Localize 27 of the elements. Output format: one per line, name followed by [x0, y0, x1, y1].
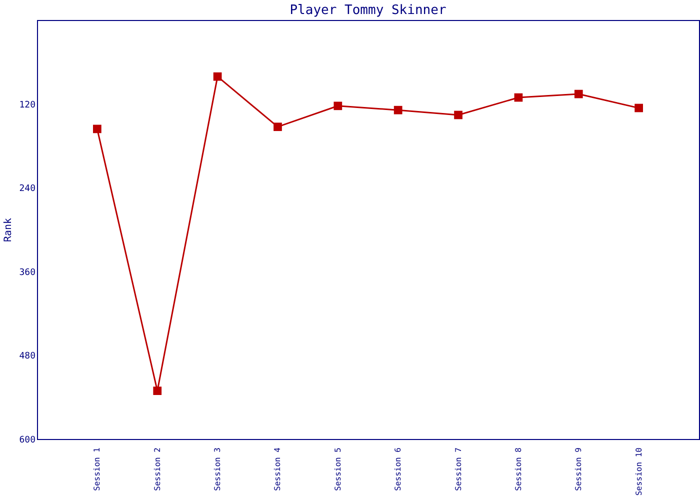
x-tick-label: Session 7: [454, 447, 463, 491]
point: [634, 104, 643, 112]
x-tick-label: Session 9: [574, 447, 584, 491]
x-tick-label: Session 1: [92, 447, 102, 491]
x-tick-label: Session 4: [273, 447, 282, 491]
point: [153, 386, 162, 395]
y-tick-label: 600: [19, 436, 36, 446]
point: [574, 90, 583, 98]
y-axis-title: Rank: [3, 218, 14, 242]
x-tick-label: Session 10: [634, 447, 644, 496]
point: [514, 93, 523, 102]
y-tick-label: 240: [19, 184, 36, 194]
y-tick-label: 360: [19, 268, 36, 278]
chart-title: Player Tommy Skinner: [290, 3, 446, 18]
y-tick-label: 480: [19, 352, 36, 362]
point: [394, 106, 402, 114]
point: [334, 102, 342, 110]
point: [454, 110, 462, 120]
x-tick-label: Session 3: [213, 447, 222, 491]
y-tick-label: 120: [19, 100, 36, 110]
point: [274, 122, 282, 132]
x-tick-label: Session 6: [394, 447, 403, 491]
x-tick-label: Session 5: [333, 447, 342, 491]
point: [93, 124, 102, 134]
x-tick-label: Session 2: [152, 447, 162, 491]
point: [213, 72, 222, 81]
x-tick-label: Session 8: [514, 447, 523, 491]
